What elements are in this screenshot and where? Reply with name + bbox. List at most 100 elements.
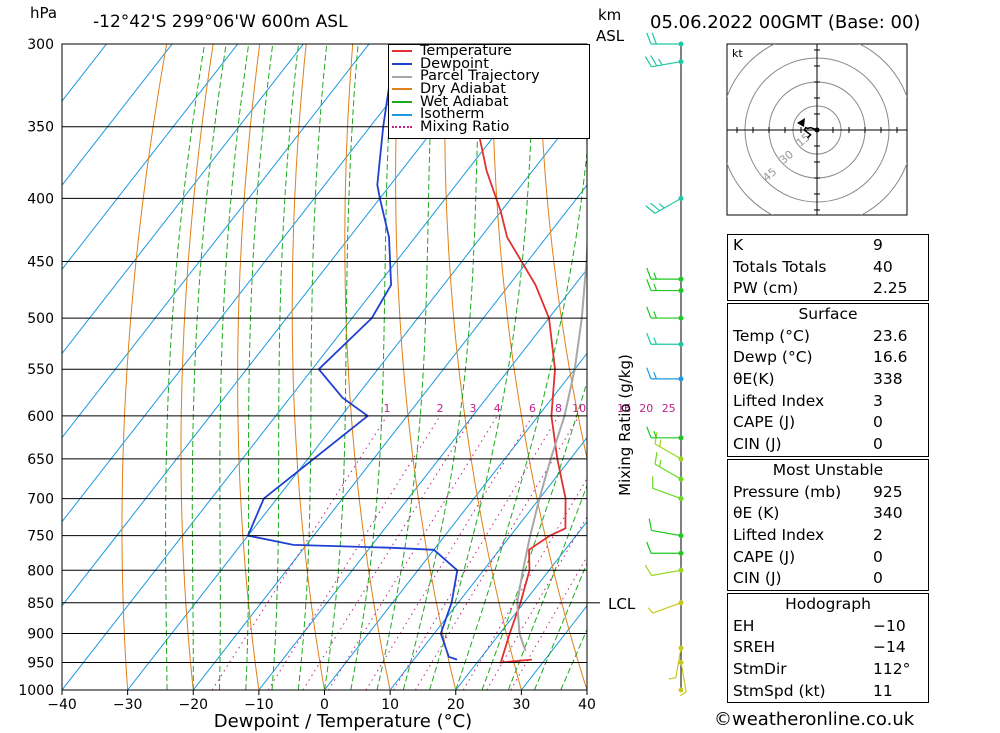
most-unstable-row-value: 0 xyxy=(873,569,883,588)
legend-swatch xyxy=(392,88,412,91)
wind-barb-flag xyxy=(653,431,657,439)
plot-frame xyxy=(61,43,588,691)
legend-swatch xyxy=(392,101,412,104)
surface-row-value: 3 xyxy=(873,391,883,410)
wind-barb xyxy=(652,602,682,614)
index-row-value: 40 xyxy=(873,257,893,276)
pressure-tick-label: 350 xyxy=(27,120,54,136)
surface-row: Lifted Index 3 xyxy=(728,391,928,413)
wind-profile xyxy=(644,32,687,697)
mixing-ratio-label: 8 xyxy=(555,402,562,415)
isotherm-line xyxy=(62,44,370,439)
legend-item: Mixing Ratio xyxy=(389,119,589,136)
legend-label: Dewpoint xyxy=(420,55,489,72)
pressure-tick-label: 850 xyxy=(27,596,54,612)
hodograph-origin-dot xyxy=(814,127,820,133)
legend-label: Dry Adiabat xyxy=(420,81,506,98)
isotherm-line xyxy=(258,268,587,690)
wet-adiabat-line xyxy=(534,561,587,690)
hodograph-row: StmDir 112° xyxy=(728,659,928,681)
wind-barb-flag xyxy=(646,32,652,45)
surface-row-label: CIN (J) xyxy=(733,435,782,454)
mixing-ratio-axis-label: Mixing Ratio (g/kg) xyxy=(616,354,634,496)
footer-credit[interactable]: ©weatheronline.co.uk xyxy=(714,709,915,730)
surface-row-label: Temp (°C) xyxy=(733,326,810,345)
mixing-ratio-label: 3 xyxy=(470,402,477,415)
legend-label: Mixing Ratio xyxy=(420,119,510,136)
hodograph-trace xyxy=(803,126,818,139)
wind-barb-flag xyxy=(658,203,665,209)
dewpoint-line xyxy=(246,44,459,661)
wet-adiabat-line xyxy=(219,44,250,690)
most-unstable-row-label: CIN (J) xyxy=(733,569,782,588)
pressure-tick-label: 450 xyxy=(27,255,54,271)
lcl-marker: LCL xyxy=(587,595,636,613)
mixing-ratio-line xyxy=(365,415,533,690)
km-label: km xyxy=(598,6,622,24)
x-tick-label: 30 xyxy=(512,697,530,713)
isotherm-line xyxy=(62,44,305,355)
surface-row: θE(K) 338 xyxy=(728,369,928,391)
surface-title: Surface xyxy=(798,305,858,323)
legend-swatch xyxy=(392,113,412,116)
surface-row-label: Lifted Index xyxy=(733,391,825,410)
mixing-ratio-line xyxy=(510,555,587,690)
legend-item: Temperature xyxy=(389,44,589,58)
hodograph-row-label: SREH xyxy=(733,638,776,657)
wind-barb-flag xyxy=(646,541,652,554)
surface-row-value: 23.6 xyxy=(873,326,908,345)
surface-row-label: θE(K) xyxy=(733,370,775,389)
legend-swatch xyxy=(392,50,412,53)
legend-item: Isotherm xyxy=(389,107,589,122)
mixing-ratio-line xyxy=(302,415,474,690)
hodograph-row: SREH −14 xyxy=(728,637,928,659)
mixing-ratio-label: 1 xyxy=(383,402,390,415)
x-tick-label: 20 xyxy=(447,697,465,713)
surface-row-label: Dewp (°C) xyxy=(733,348,813,367)
wind-barb-flag xyxy=(659,439,662,447)
wind-barb-flag xyxy=(668,677,676,680)
parcel-trajectory-line xyxy=(516,44,587,652)
dry-adiabat-line xyxy=(980,0,1000,716)
mixing-ratio-label: 2 xyxy=(437,402,444,415)
pressure-tick-label: 550 xyxy=(27,362,54,378)
index-row-label: K xyxy=(733,236,744,254)
mixing-ratio-label: 20 xyxy=(639,402,653,415)
pressure-tick-label: 400 xyxy=(27,191,54,207)
pressure-tick-label: 800 xyxy=(27,563,54,579)
most-unstable-row: Pressure (mb) 925 xyxy=(728,482,928,504)
hodograph-row: EH −10 xyxy=(728,616,928,638)
pressure-tick-label: 1000 xyxy=(18,683,54,699)
most-unstable-title: Most Unstable xyxy=(772,461,884,479)
mixing-ratio-label: 16 xyxy=(617,402,631,415)
wet-adiabat-line xyxy=(297,44,328,690)
x-tick-label: −30 xyxy=(113,697,143,713)
isotherm-line xyxy=(126,100,587,690)
wind-barb-flag xyxy=(653,337,657,345)
most-unstable-row-label: θE (K) xyxy=(733,504,780,523)
wind-barb-flag xyxy=(646,426,652,439)
wind-barb xyxy=(651,569,682,577)
index-row-value: 2.25 xyxy=(873,279,908,298)
mixing-ratio-line xyxy=(267,415,441,690)
wind-barb-flag xyxy=(646,267,652,280)
wind-barb xyxy=(654,463,682,480)
wind-barb xyxy=(654,197,682,214)
wind-barb xyxy=(675,648,682,678)
index-row-label: PW (cm) xyxy=(733,279,799,298)
hodograph-table-title: Hodograph xyxy=(785,595,871,613)
wind-barb xyxy=(652,487,682,500)
wind-barb-flag xyxy=(653,272,657,280)
isotherm-line xyxy=(455,520,587,690)
legend-item: Dry Adiabat xyxy=(389,81,589,98)
hodograph-row: StmSpd (kt) 11 xyxy=(728,681,928,703)
wet-adiabat-line xyxy=(455,147,587,690)
surface-row: Temp (°C) 23.6 xyxy=(728,326,928,348)
hodograph-unit-label: kt xyxy=(732,47,743,60)
legend-item: Wet Adiabat xyxy=(389,95,589,109)
hodograph-row-value: −10 xyxy=(873,616,906,635)
wind-barb-flag xyxy=(646,332,652,345)
wind-barb-flag xyxy=(647,607,654,614)
wind-barb xyxy=(654,443,682,460)
wind-barb xyxy=(680,662,687,693)
